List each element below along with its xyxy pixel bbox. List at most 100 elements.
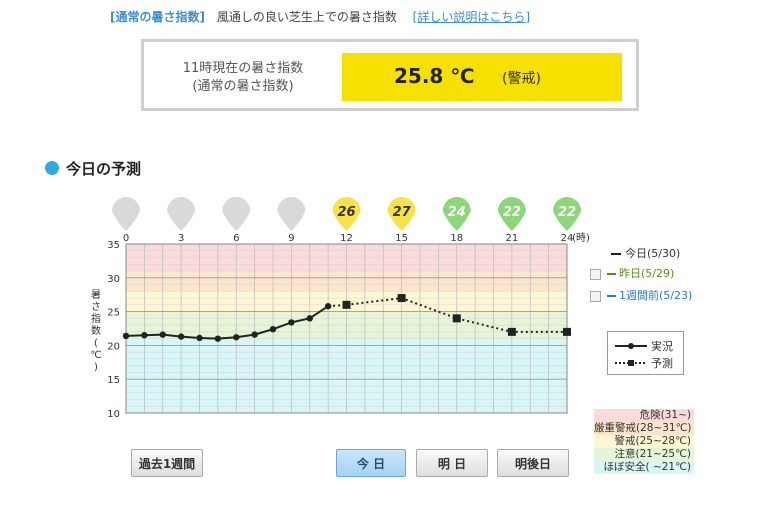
forecast-bubble [277,197,306,231]
forecast-bubble: 24 [442,196,471,231]
forecast-bubble: 22 [553,197,581,231]
data-point [563,327,571,336]
data-point [214,335,222,342]
today-line-icon [611,253,621,255]
solid-line-marker-icon [615,343,647,349]
forecast-bubble [112,197,140,231]
legend-yesterday[interactable]: 昨日(5/29) [590,265,674,281]
data-point [452,314,461,323]
data-point [397,294,406,303]
y-axis-label-char: ( [94,338,98,349]
forecast-bubble [222,196,251,231]
y-axis-label-char: ) [94,362,98,373]
data-point [507,327,516,336]
legend-actual-label: 実況 [651,340,673,353]
bubble-value: 27 [393,205,412,220]
bubble-shape [553,197,581,231]
data-point [251,331,258,338]
header-description: 風通しの良い芝生上での暑さ指数 [216,10,397,24]
x-tick-label: 24 [561,233,574,244]
y-axis-label-char: さ [91,301,101,313]
header: [通常の暑さ指数] 風通しの良い芝生上での暑さ指数 [詳しい説明はこちら] [110,8,530,25]
y-tick-label: 35 [107,240,120,251]
legend-last-week-label: 1週間前(5/23) [619,289,693,302]
level-caution: 注意(21~25℃) [594,448,694,461]
y-tick-label: 15 [107,375,120,386]
bubble-shape [442,196,471,231]
today-button[interactable]: 今 日 [336,449,406,477]
past-week-button[interactable]: 過去1週間 [131,449,203,477]
x-tick-label: 9 [288,233,294,244]
legend-yesterday-label: 昨日(5/29) [619,267,675,280]
data-point [233,334,240,341]
bubble-shape [332,197,361,231]
forecast-bubble: 22 [497,197,526,231]
bubble-shape [112,197,140,231]
legend-last-week[interactable]: 1週間前(5/23) [590,287,692,303]
section-title: 今日の予測 [66,160,142,178]
bubble-value: 22 [503,205,521,220]
detail-link[interactable]: [詳しい説明はこちら] [412,10,531,24]
hour-unit-label: (時) [572,232,590,244]
x-tick-label: 6 [233,233,239,244]
y-axis-label-char: ℃ [90,350,101,361]
yesterday-checkbox[interactable] [590,268,601,280]
tomorrow-button[interactable]: 明 日 [416,449,488,477]
y-axis-label-char: 数 [91,324,101,337]
x-tick-label: 3 [178,233,184,244]
data-point [159,331,166,338]
legend-forecast-label: 予測 [651,357,673,370]
current-value: 25.8 ℃ [394,64,475,88]
bubble-shape [387,197,416,231]
level-warning: 警戒(25~28℃) [594,435,694,448]
level-safe: ほぼ安全( ~21℃) [594,461,694,474]
line-style-legend: 実況 予測 [607,331,684,375]
forecast-bubble: 27 [387,197,416,231]
level-legend: 危険(31~) 厳重警戒(28~31℃) 警戒(25~28℃) 注意(21~25… [594,409,694,474]
y-axis-label-char: 指 [91,312,101,325]
level-danger: 危険(31~) [594,409,694,422]
forecast-bubble [167,197,196,231]
y-tick-label: 30 [107,274,120,285]
bubble-shape [222,196,251,231]
current-label-line2: (通常の暑さ指数) [192,79,294,94]
data-point [196,334,203,342]
legend-today: 今日(5/30) [611,245,680,261]
x-tick-label: 15 [395,233,408,244]
x-tick-label: 18 [450,233,463,244]
legend-today-label: 今日(5/30) [625,247,681,260]
current-label-line1: 11時現在の暑さ指数 [182,61,304,76]
x-tick-label: 12 [340,233,353,244]
legend-actual: 実況 [614,338,673,354]
bubble-shape [167,197,196,231]
day-after-tomorrow-button[interactable]: 明後日 [497,449,569,477]
data-point [177,333,185,340]
data-point [269,325,277,333]
last-week-checkbox[interactable] [590,290,601,302]
y-axis-label-char: 暑 [91,289,101,301]
forecast-bubble: 26 [332,197,361,231]
data-point [122,332,130,340]
yesterday-line-icon [607,273,616,275]
x-tick-label: 0 [123,233,129,244]
bubble-value: 26 [337,205,355,220]
data-point [306,315,313,322]
last-week-line-icon [607,295,616,297]
dotted-line-marker-icon [615,360,647,366]
current-label: 11時現在の暑さ指数 (通常の暑さ指数) [163,60,323,96]
data-point [324,302,332,310]
header-title: [通常の暑さ指数] [110,10,205,24]
current-level: (警戒) [502,71,541,87]
bubble-value: 24 [448,205,466,220]
legend-forecast: 予測 [614,355,673,371]
y-tick-label: 25 [107,308,120,319]
bubble-shape [497,197,526,231]
y-tick-label: 10 [107,409,120,420]
section-bullet-icon [45,161,59,175]
data-point [141,332,148,339]
bubble-value: 22 [558,205,576,220]
data-point [342,300,351,309]
y-tick-label: 20 [107,341,120,352]
x-tick-label: 21 [506,233,519,244]
